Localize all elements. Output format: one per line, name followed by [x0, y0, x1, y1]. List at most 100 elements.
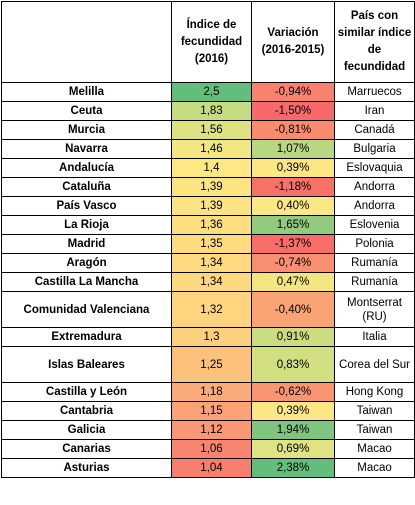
table-body: Melilla 2,5 -0,94% Marruecos Ceuta 1,83 -1,50%… [1, 82, 415, 478]
cell-pais: Andorra [334, 196, 415, 216]
cell-indice: 1,3 [171, 327, 252, 347]
cell-indice: 1,34 [171, 272, 252, 292]
cell-pais: Taiwan [334, 420, 415, 440]
cell-indice: 1,12 [171, 420, 252, 440]
cell-indice: 2,5 [171, 82, 252, 102]
cell-pais: Corea del Sur [334, 346, 415, 383]
cell-indice: 1,06 [171, 439, 252, 459]
cell-variacion: -0,40% [251, 291, 335, 328]
cell-indice: 1,4 [171, 158, 252, 178]
cell-pais: Eslovaquia [334, 158, 415, 178]
table-row: Castilla y León 1,18 -0,62% Hong Kong [1, 382, 415, 402]
cell-region: La Rioja [1, 215, 172, 235]
cell-variacion: 0,91% [251, 327, 335, 347]
cell-pais: Italia [334, 327, 415, 347]
table-row: Canarias 1,06 0,69% Macao [1, 439, 415, 459]
cell-indice: 1,32 [171, 291, 252, 328]
cell-region: Navarra [1, 139, 172, 159]
cell-variacion: 0,40% [251, 196, 335, 216]
cell-variacion: -1,37% [251, 234, 335, 254]
cell-pais: Eslovenia [334, 215, 415, 235]
cell-region: Melilla [1, 82, 172, 102]
table-row: Extremadura 1,3 0,91% Italia [1, 327, 415, 347]
cell-region: País Vasco [1, 196, 172, 216]
cell-variacion: -1,50% [251, 101, 335, 121]
cell-region: Aragón [1, 253, 172, 273]
header-indice: Índice de fecundidad (2016) [171, 1, 252, 83]
cell-region: Islas Baleares [1, 346, 172, 383]
cell-pais: Macao [334, 439, 415, 459]
header-variacion: Variación (2016-2015) [251, 1, 335, 83]
cell-pais: Macao [334, 458, 415, 478]
table-row: Andalucía 1,4 0,39% Eslovaquia [1, 158, 415, 178]
cell-indice: 1,39 [171, 196, 252, 216]
cell-region: Castilla La Mancha [1, 272, 172, 292]
table-row: Madrid 1,35 -1,37% Polonia [1, 234, 415, 254]
table-row: Islas Baleares 1,25 0,83% Corea del Sur [1, 346, 415, 383]
cell-indice: 1,18 [171, 382, 252, 402]
cell-region: Canarias [1, 439, 172, 459]
cell-region: Galicia [1, 420, 172, 440]
cell-variacion: 0,69% [251, 439, 335, 459]
table-row: Comunidad Valenciana 1,32 -0,40% Montserrat… [1, 291, 415, 328]
table-row: Asturias 1,04 2,38% Macao [1, 458, 415, 478]
cell-pais: Rumanía [334, 272, 415, 292]
table-row: Castilla La Mancha 1,34 0,47% Rumanía [1, 272, 415, 292]
table-row: Murcia 1,56 -0,81% Canadá [1, 120, 415, 140]
cell-variacion: 1,94% [251, 420, 335, 440]
header-pais: País con similar índice de fecundidad [334, 1, 415, 83]
cell-region: Castilla y León [1, 382, 172, 402]
cell-variacion: 2,38% [251, 458, 335, 478]
cell-pais: Iran [334, 101, 415, 121]
table-row: País Vasco 1,39 0,40% Andorra [1, 196, 415, 216]
cell-variacion: -0,81% [251, 120, 335, 140]
cell-indice: 1,36 [171, 215, 252, 235]
cell-indice: 1,35 [171, 234, 252, 254]
fertility-table: Índice de fecundidad (2016) Variación (2… [1, 1, 415, 478]
cell-region: Ceuta [1, 101, 172, 121]
cell-variacion: 0,39% [251, 401, 335, 421]
cell-indice: 1,56 [171, 120, 252, 140]
cell-variacion: 1,65% [251, 215, 335, 235]
cell-region: Madrid [1, 234, 172, 254]
cell-region: Andalucía [1, 158, 172, 178]
table-row: Aragón 1,34 -0,74% Rumanía [1, 253, 415, 273]
cell-indice: 1,15 [171, 401, 252, 421]
cell-pais: Montserrat (RU) [334, 291, 415, 328]
cell-indice: 1,04 [171, 458, 252, 478]
cell-region: Extremadura [1, 327, 172, 347]
cell-pais: Taiwan [334, 401, 415, 421]
cell-variacion: 0,39% [251, 158, 335, 178]
cell-indice: 1,25 [171, 346, 252, 383]
table-row: Ceuta 1,83 -1,50% Iran [1, 101, 415, 121]
cell-indice: 1,83 [171, 101, 252, 121]
cell-variacion: -0,74% [251, 253, 335, 273]
cell-variacion: 1,07% [251, 139, 335, 159]
cell-region: Cataluña [1, 177, 172, 197]
cell-pais: Polonia [334, 234, 415, 254]
cell-pais: Rumanía [334, 253, 415, 273]
cell-pais: Andorra [334, 177, 415, 197]
cell-variacion: 0,47% [251, 272, 335, 292]
cell-pais: Hong Kong [334, 382, 415, 402]
cell-variacion: -0,94% [251, 82, 335, 102]
cell-pais: Bulgaria [334, 139, 415, 159]
cell-indice: 1,46 [171, 139, 252, 159]
cell-variacion: -1,18% [251, 177, 335, 197]
cell-region: Cantabria [1, 401, 172, 421]
cell-pais: Marruecos [334, 82, 415, 102]
cell-variacion: -0,62% [251, 382, 335, 402]
table-row: Galicia 1,12 1,94% Taiwan [1, 420, 415, 440]
table-row: Melilla 2,5 -0,94% Marruecos [1, 82, 415, 102]
table-row: Navarra 1,46 1,07% Bulgaria [1, 139, 415, 159]
cell-region: Comunidad Valenciana [1, 291, 172, 328]
cell-indice: 1,34 [171, 253, 252, 273]
table-row: Cataluña 1,39 -1,18% Andorra [1, 177, 415, 197]
header-region [1, 1, 172, 83]
table-row: Cantabria 1,15 0,39% Taiwan [1, 401, 415, 421]
cell-pais: Canadá [334, 120, 415, 140]
header-row: Índice de fecundidad (2016) Variación (2… [1, 1, 415, 83]
cell-region: Asturias [1, 458, 172, 478]
cell-variacion: 0,83% [251, 346, 335, 383]
cell-indice: 1,39 [171, 177, 252, 197]
